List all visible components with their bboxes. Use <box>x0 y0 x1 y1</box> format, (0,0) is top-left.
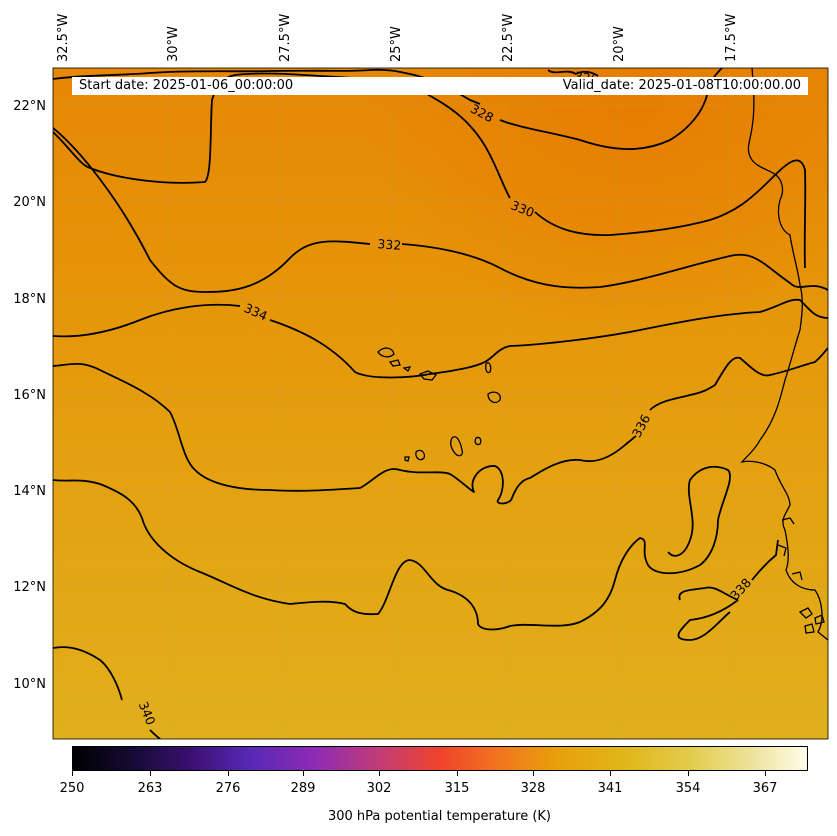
lon-label: 17.5°W <box>724 14 739 62</box>
lon-label: 20°W <box>612 26 627 62</box>
date-info-box: Start date: 2025-01-06_00:00:00 Valid_da… <box>72 77 808 95</box>
island-santo-antao <box>377 347 395 358</box>
colorbar-tick-label: 276 <box>215 781 241 796</box>
lon-label: 22.5°W <box>501 14 516 62</box>
colorbar-tick-label: 367 <box>752 781 778 796</box>
gridlines <box>53 68 828 739</box>
lat-label: 20°N <box>13 195 46 210</box>
colorbar-tick <box>688 771 689 776</box>
island-brava <box>404 456 410 462</box>
contour-326 <box>547 69 599 77</box>
colorbar-tick <box>533 771 534 776</box>
colorbar-tick <box>72 771 73 776</box>
map-area[interactable]: 326 328 330 332 334 336 338 340 <box>52 67 829 740</box>
island-sao-nicolau <box>418 370 438 381</box>
longitude-labels: 32.5°W 30°W 27.5°W 25°W 22.5°W 20°W 17.5… <box>56 14 739 62</box>
colorbar <box>72 746 808 771</box>
lon-label: 27.5°W <box>278 14 293 62</box>
island-sal <box>485 362 492 374</box>
latitude-labels: 22°N 20°N 18°N 16°N 14°N 12°N 10°N <box>13 99 46 692</box>
contour-338 <box>53 465 779 641</box>
colorbar-label: 300 hPa potential temperature (K) <box>327 809 551 824</box>
colorbar-tick <box>610 771 611 776</box>
contour-336 <box>53 347 828 505</box>
coastlines <box>377 68 828 641</box>
lat-label: 14°N <box>13 484 46 499</box>
island-santiago <box>450 436 464 457</box>
colorbar-tick <box>457 771 458 776</box>
island-fogo <box>415 449 426 461</box>
lat-label: 22°N <box>13 99 46 114</box>
contour-334 <box>53 298 828 379</box>
island-maio <box>474 436 482 446</box>
colorbar-tick <box>379 771 380 776</box>
lon-label: 32.5°W <box>56 14 71 62</box>
colorbar-tick-label: 354 <box>675 781 701 796</box>
colorbar-tick-label: 341 <box>597 781 623 796</box>
island-boa-vista <box>487 391 501 404</box>
lat-label: 18°N <box>13 292 46 307</box>
lat-label: 16°N <box>13 388 46 403</box>
colorbar-tick <box>228 771 229 776</box>
lon-label: 30°W <box>166 26 181 62</box>
island-santa-luzia <box>402 366 412 372</box>
warm-anomaly-shading <box>53 68 828 739</box>
colorbar-tick <box>150 771 151 776</box>
colorbar-tick-label: 328 <box>520 781 546 796</box>
start-date-text: Start date: 2025-01-06_00:00:00 <box>79 78 294 93</box>
contour-332 <box>53 127 828 293</box>
colorbar-tick <box>303 771 304 776</box>
colorbar-tick-label: 289 <box>290 781 316 796</box>
islands-bissagos <box>798 607 825 634</box>
coast-africa <box>740 68 828 641</box>
colorbar-tick-label: 250 <box>59 781 85 796</box>
contour-330 <box>53 72 807 269</box>
valid-date-text: Valid_date: 2025-01-08T10:00:00.00 <box>562 78 801 93</box>
colorbar-tick-label: 302 <box>366 781 392 796</box>
map-frame <box>52 67 829 740</box>
colorbar-tick-label: 263 <box>137 781 163 796</box>
colorbar-tick <box>765 771 766 776</box>
lat-label: 12°N <box>13 580 46 595</box>
contours <box>53 68 828 739</box>
coast-bijagos-inlets <box>777 517 803 581</box>
contour-label-332: 332 <box>377 236 402 253</box>
lat-label: 10°N <box>13 677 46 692</box>
colorbar-tick-label: 315 <box>444 781 470 796</box>
island-sao-vicente <box>388 359 401 367</box>
lon-label: 25°W <box>389 26 404 62</box>
